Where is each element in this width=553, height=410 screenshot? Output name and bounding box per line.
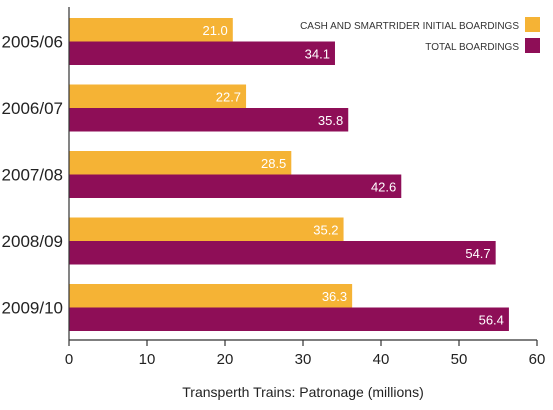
bar-value-label: 42.6 <box>371 179 396 194</box>
x-tick-label: 50 <box>451 351 468 368</box>
bar-initial-boardings-0 <box>69 18 233 42</box>
x-tick-label: 40 <box>373 351 390 368</box>
bar-value-label: 22.7 <box>216 89 241 104</box>
bar-initial-boardings-1 <box>69 84 247 108</box>
category-labels: 2005/06 2006/07 2007/08 2008/09 2009/10 <box>2 33 63 318</box>
category-label: 2006/07 <box>2 99 63 118</box>
bar-total-boardings-4 <box>69 307 509 331</box>
bar-value-label: 35.2 <box>313 222 338 237</box>
bar-value-label: 21.0 <box>202 23 227 38</box>
x-tick-label: 10 <box>139 351 156 368</box>
x-tick-label: 20 <box>217 351 234 368</box>
bar-value-label: 36.3 <box>322 289 347 304</box>
bar-total-boardings-1 <box>69 108 349 132</box>
bar-value-label: 56.4 <box>479 312 504 327</box>
x-tick-label: 0 <box>65 351 73 368</box>
legend: CASH AND SMARTRIDER INITIAL BOARDINGS TOT… <box>300 17 540 53</box>
legend-swatch <box>525 17 540 32</box>
bar-initial-boardings-3 <box>69 217 344 241</box>
bar-value-label: 54.7 <box>465 246 490 261</box>
x-tick-label: 60 <box>529 351 546 368</box>
legend-label: CASH AND SMARTRIDER INITIAL BOARDINGS <box>300 21 519 32</box>
category-label: 2005/06 <box>2 33 63 52</box>
bar-value-label: 28.5 <box>261 156 286 171</box>
bar-initial-boardings-4 <box>69 284 353 308</box>
bars-group: 21.0 34.1 22.7 35.8 28.5 42.6 35.2 54.7 36.3 56.4 <box>69 18 509 331</box>
x-axis-label: Transperth Trains: Patronage (millions) <box>182 384 423 400</box>
category-label: 2008/09 <box>2 232 63 251</box>
bar-value-label: 34.1 <box>305 46 330 61</box>
bar-total-boardings-0 <box>69 41 335 65</box>
bar-initial-boardings-2 <box>69 151 292 175</box>
bar-total-boardings-2 <box>69 174 402 198</box>
category-label: 2009/10 <box>2 299 63 318</box>
x-axis-ticks: 0 10 20 30 40 50 60 <box>65 340 546 368</box>
category-label: 2007/08 <box>2 166 63 185</box>
legend-label: TOTAL BOARDINGS <box>425 42 519 53</box>
x-tick-label: 30 <box>295 351 312 368</box>
bar-value-label: 35.8 <box>318 113 343 128</box>
legend-swatch <box>525 38 540 53</box>
bar-total-boardings-3 <box>69 241 496 265</box>
